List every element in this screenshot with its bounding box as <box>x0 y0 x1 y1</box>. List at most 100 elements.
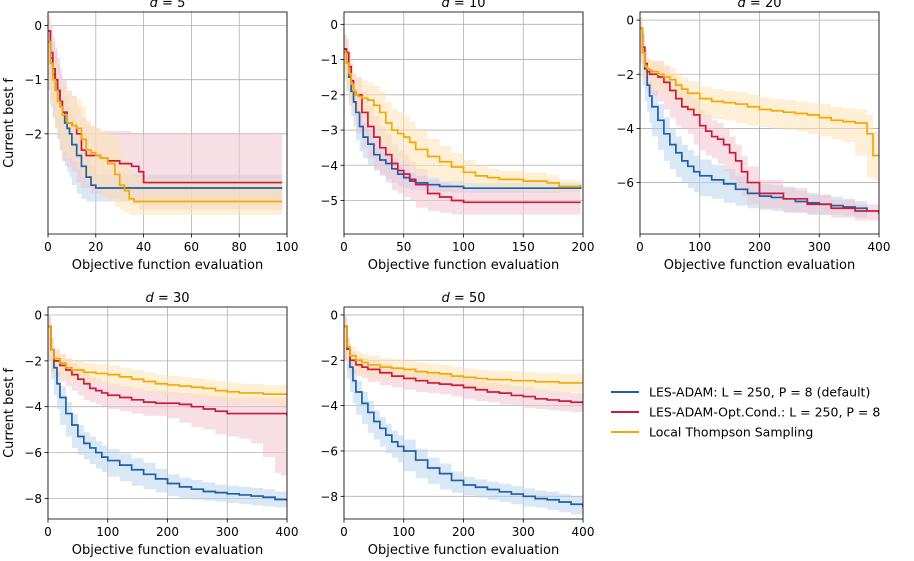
x-tick-label: 300 <box>808 240 831 254</box>
confidence-band <box>344 34 581 215</box>
title-variable: d <box>442 0 451 11</box>
x-tick-label: 400 <box>868 240 891 254</box>
confidence-band <box>344 314 583 515</box>
confidence-band <box>640 17 879 180</box>
x-tick-label: 200 <box>452 525 475 539</box>
x-tick-label: 200 <box>748 240 771 254</box>
y-tick-label: 0 <box>34 309 42 323</box>
series-line <box>48 325 287 501</box>
x-axis-label: Objective function evaluation <box>368 258 559 273</box>
y-tick-label: 0 <box>34 19 42 33</box>
y-tick-label: −2 <box>24 354 42 368</box>
y-tick-label: −6 <box>616 176 634 190</box>
y-tick-label: −8 <box>24 492 42 506</box>
legend-item: LES-ADAM: L = 250, P = 8 (default) <box>611 385 870 400</box>
plot-area <box>344 314 583 515</box>
confidence-band <box>344 314 583 393</box>
confidence-band <box>48 315 287 405</box>
x-tick-label: 400 <box>572 525 595 539</box>
plot-area <box>344 34 582 215</box>
title-variable: d <box>738 0 747 11</box>
panel-title: d = 5 <box>150 0 186 11</box>
x-tick-label: 20 <box>88 240 103 254</box>
x-tick-label: 200 <box>572 240 595 254</box>
panel-3: 0 100 200 300 400 0 −2 −4 −6 Objective function e… <box>616 0 890 273</box>
confidence-band <box>344 34 581 192</box>
x-tick-label: 50 <box>396 240 411 254</box>
y-tick-label: −2 <box>24 127 42 141</box>
x-tick-label: 0 <box>44 525 52 539</box>
series-line <box>48 325 287 396</box>
confidence-band <box>48 20 283 216</box>
legend: LES-ADAM: L = 250, P = 8 (default) LES-AD… <box>611 385 880 440</box>
series-line <box>344 48 582 190</box>
x-tick-label: 40 <box>136 240 151 254</box>
title-value: = 5 <box>158 0 185 11</box>
x-tick-label: 200 <box>156 525 179 539</box>
panel-title: d = 50 <box>442 291 486 306</box>
x-tick-label: 0 <box>636 240 644 254</box>
plot-area <box>640 17 879 221</box>
title-variable: d <box>150 0 159 11</box>
y-tick-label: −5 <box>320 194 338 208</box>
x-axis-label: Objective function evaluation <box>72 258 263 273</box>
y-axis-label: Current best f <box>2 78 17 168</box>
x-tick-label: 100 <box>276 240 299 254</box>
series-line <box>344 48 581 204</box>
y-tick-label: −3 <box>320 124 338 138</box>
x-tick-label: 300 <box>512 525 535 539</box>
y-tick-label: −8 <box>320 490 338 504</box>
legend-label: LES-ADAM: L = 250, P = 8 (default) <box>649 385 870 400</box>
x-tick-label: 80 <box>232 240 247 254</box>
y-tick-label: −4 <box>320 399 338 413</box>
axes-frame <box>47 11 288 235</box>
x-tick-label: 100 <box>96 525 119 539</box>
x-tick-label: 60 <box>184 240 199 254</box>
series-line <box>344 325 583 404</box>
y-tick-label: −1 <box>320 53 338 67</box>
confidence-band <box>640 17 879 221</box>
legend-label: Local Thompson Sampling <box>649 425 813 440</box>
panel-2: 0 50 100 150 200 0 −1 −2 −3 −4 −5 Objective functio… <box>320 0 594 273</box>
x-tick-label: 0 <box>340 525 348 539</box>
panels: 0 20 40 60 80 100 0 −1 −2 Objective function eval… <box>2 0 890 558</box>
y-tick-label: 0 <box>330 18 338 32</box>
y-tick-label: −2 <box>320 88 338 102</box>
y-tick-label: −6 <box>320 444 338 458</box>
series-line <box>344 325 583 508</box>
panel-title: d = 20 <box>738 0 782 11</box>
x-axis-label: Objective function evaluation <box>72 543 263 558</box>
y-tick-label: −2 <box>616 68 634 82</box>
panel-5: 0 100 200 300 400 0 −2 −4 −6 −8 Objective function… <box>320 291 594 558</box>
panel-title: d = 10 <box>442 0 486 11</box>
x-tick-label: 400 <box>276 525 299 539</box>
y-tick-label: −4 <box>24 400 42 414</box>
x-axis-label: Objective function evaluation <box>664 258 855 273</box>
title-variable: d <box>146 291 155 306</box>
series-line <box>48 40 283 203</box>
plot-area <box>48 14 283 216</box>
series-line <box>344 51 582 188</box>
legend-item: LES-ADAM-Opt.Cond.: L = 250, P = 8 <box>611 405 880 420</box>
y-axis-label: Current best f <box>2 368 17 458</box>
panel-1: 0 20 40 60 80 100 0 −1 −2 Objective function eval… <box>2 0 298 273</box>
confidence-band <box>640 17 868 218</box>
x-axis-label: Objective function evaluation <box>368 543 559 558</box>
title-value: = 20 <box>746 0 782 11</box>
series-line <box>640 27 879 157</box>
y-tick-label: −6 <box>24 446 42 460</box>
x-tick-label: 0 <box>44 240 52 254</box>
panel-4: 0 100 200 300 400 0 −2 −4 −6 −8 Objective function… <box>2 291 298 558</box>
plot-area <box>48 315 287 508</box>
series-line <box>344 325 583 384</box>
x-tick-label: 100 <box>452 240 475 254</box>
y-tick-label: −4 <box>320 159 338 173</box>
series-line <box>640 27 879 214</box>
series-line <box>640 27 868 211</box>
y-tick-label: −4 <box>616 122 634 136</box>
title-value: = 50 <box>450 291 486 306</box>
x-tick-label: 150 <box>512 240 535 254</box>
legend-label: LES-ADAM-Opt.Cond.: L = 250, P = 8 <box>649 405 880 420</box>
x-tick-label: 100 <box>688 240 711 254</box>
